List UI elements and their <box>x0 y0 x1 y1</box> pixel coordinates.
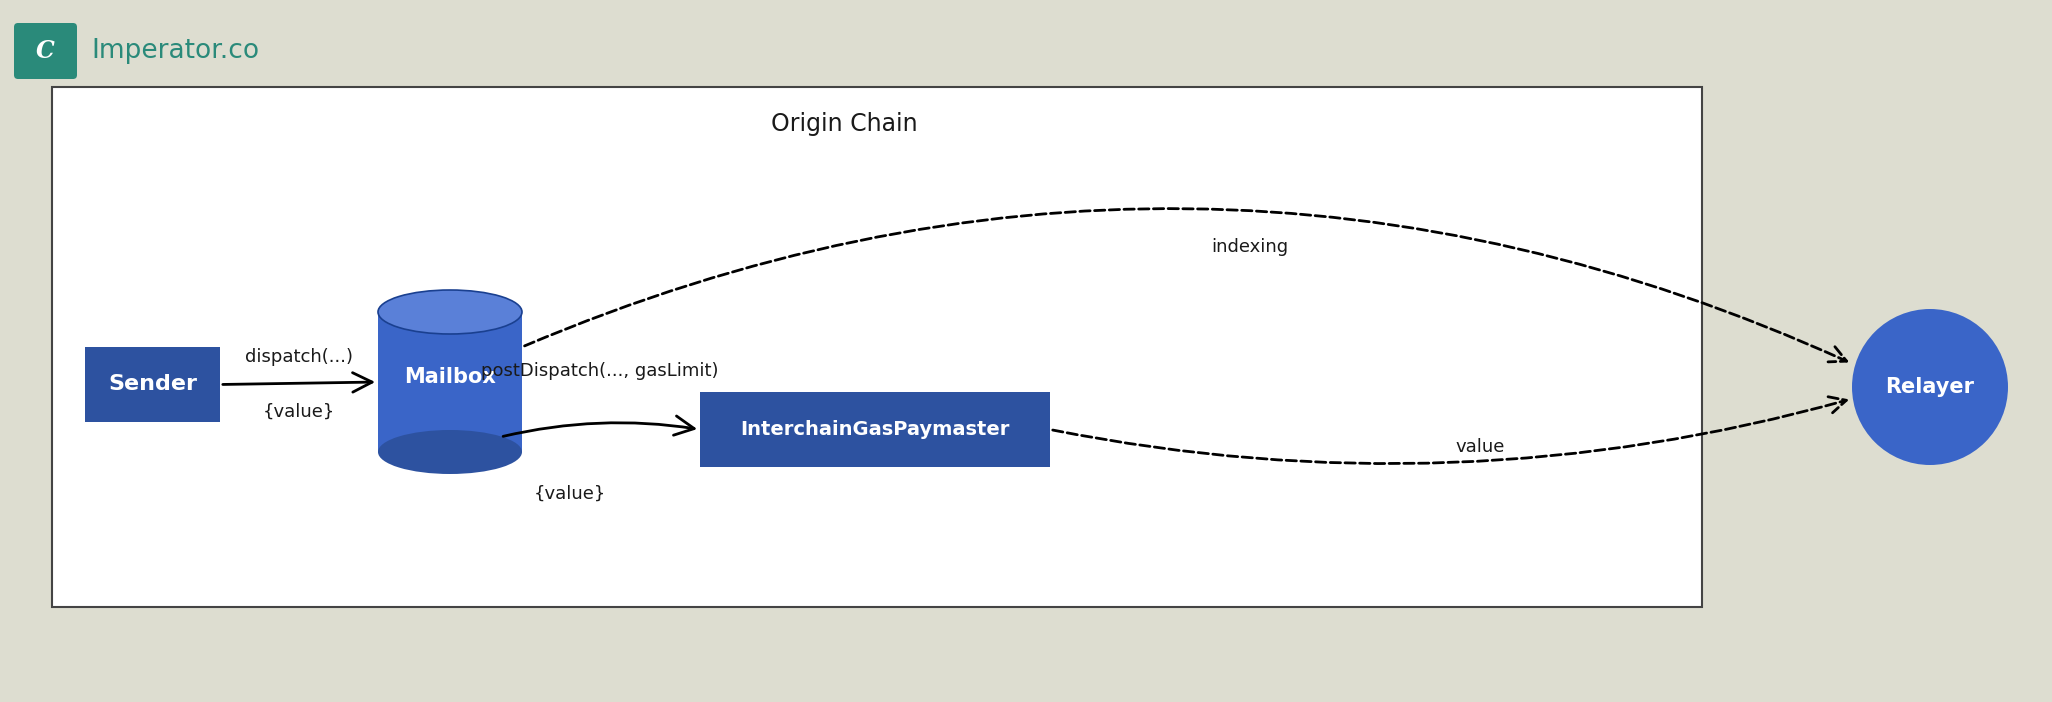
FancyBboxPatch shape <box>700 392 1051 467</box>
Text: dispatch(...): dispatch(...) <box>244 348 353 366</box>
Text: Imperator.co: Imperator.co <box>90 38 259 64</box>
Text: postDispatch(..., gasLimit): postDispatch(..., gasLimit) <box>482 362 718 380</box>
Text: Sender: Sender <box>109 374 197 395</box>
Text: {value}: {value} <box>263 402 334 420</box>
FancyBboxPatch shape <box>14 23 78 79</box>
FancyBboxPatch shape <box>51 87 1701 607</box>
FancyArrowPatch shape <box>503 416 694 437</box>
Text: InterchainGasPaymaster: InterchainGasPaymaster <box>741 420 1010 439</box>
FancyBboxPatch shape <box>84 347 220 422</box>
Text: Relayer: Relayer <box>1886 377 1974 397</box>
Text: Mailbox: Mailbox <box>404 367 497 387</box>
Text: C: C <box>37 39 55 63</box>
Ellipse shape <box>378 290 521 334</box>
Text: {value}: {value} <box>534 485 605 503</box>
FancyArrowPatch shape <box>224 373 371 392</box>
FancyArrowPatch shape <box>1053 397 1847 463</box>
Ellipse shape <box>378 430 521 474</box>
Ellipse shape <box>1853 309 2009 465</box>
Text: value: value <box>1455 438 1504 456</box>
Text: indexing: indexing <box>1211 238 1289 256</box>
Text: Origin Chain: Origin Chain <box>772 112 917 136</box>
FancyArrowPatch shape <box>525 208 1847 362</box>
FancyBboxPatch shape <box>378 312 521 452</box>
